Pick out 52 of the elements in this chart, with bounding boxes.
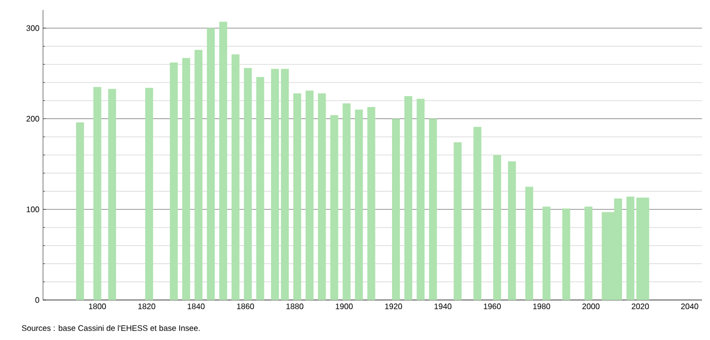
- bar: [256, 77, 264, 300]
- bar: [145, 88, 154, 300]
- bar: [542, 206, 550, 300]
- bar: [219, 22, 228, 300]
- bar: [454, 142, 462, 300]
- bar: [562, 208, 570, 300]
- bar: [367, 106, 376, 300]
- x-tick-label: 2000: [582, 304, 600, 310]
- bar: [429, 118, 437, 300]
- bar: [626, 196, 634, 300]
- x-tick-label: 1840: [188, 304, 205, 310]
- bar: [293, 93, 302, 300]
- bar: [206, 28, 215, 300]
- bar: [404, 96, 412, 300]
- bar: [473, 126, 482, 300]
- x-tick-label: 1920: [385, 304, 402, 310]
- y-tick-label: 100: [26, 206, 40, 212]
- bar: [232, 54, 240, 300]
- bar: [508, 161, 516, 300]
- bar: [584, 206, 592, 300]
- bar: [244, 68, 252, 300]
- x-tick-label: 1800: [89, 304, 106, 310]
- x-tick-label: 1900: [336, 304, 353, 310]
- x-tick-label: 1960: [484, 304, 501, 310]
- y-tick-label: 0: [35, 297, 40, 303]
- bar: [194, 50, 202, 300]
- bar: [280, 68, 289, 300]
- bar: [525, 186, 534, 300]
- x-tick-label: 1820: [138, 304, 156, 310]
- source-note: Sources : base Cassini de l'EHESS et base Insee.: [22, 325, 200, 331]
- bar: [354, 110, 363, 300]
- bar: [182, 58, 190, 300]
- x-tick-label: 1940: [434, 304, 452, 310]
- x-tick-label: 1980: [533, 304, 550, 310]
- x-tick-label: 1860: [237, 304, 254, 310]
- bar: [170, 62, 178, 300]
- bar: [76, 122, 84, 300]
- bar: [271, 68, 279, 300]
- bar: [93, 87, 102, 300]
- x-tick-label: 2040: [681, 304, 698, 310]
- bar: [392, 118, 400, 300]
- bar: [416, 98, 425, 300]
- bar: [330, 115, 338, 300]
- x-tick-label: 2020: [632, 304, 649, 310]
- x-tick-label: 1880: [286, 304, 304, 310]
- bar: [306, 90, 314, 300]
- bar: [493, 154, 502, 300]
- y-tick-label: 200: [26, 116, 40, 122]
- bar: [318, 93, 326, 300]
- bar: [342, 103, 351, 300]
- bar: [108, 88, 116, 300]
- y-tick-label: 300: [26, 25, 40, 31]
